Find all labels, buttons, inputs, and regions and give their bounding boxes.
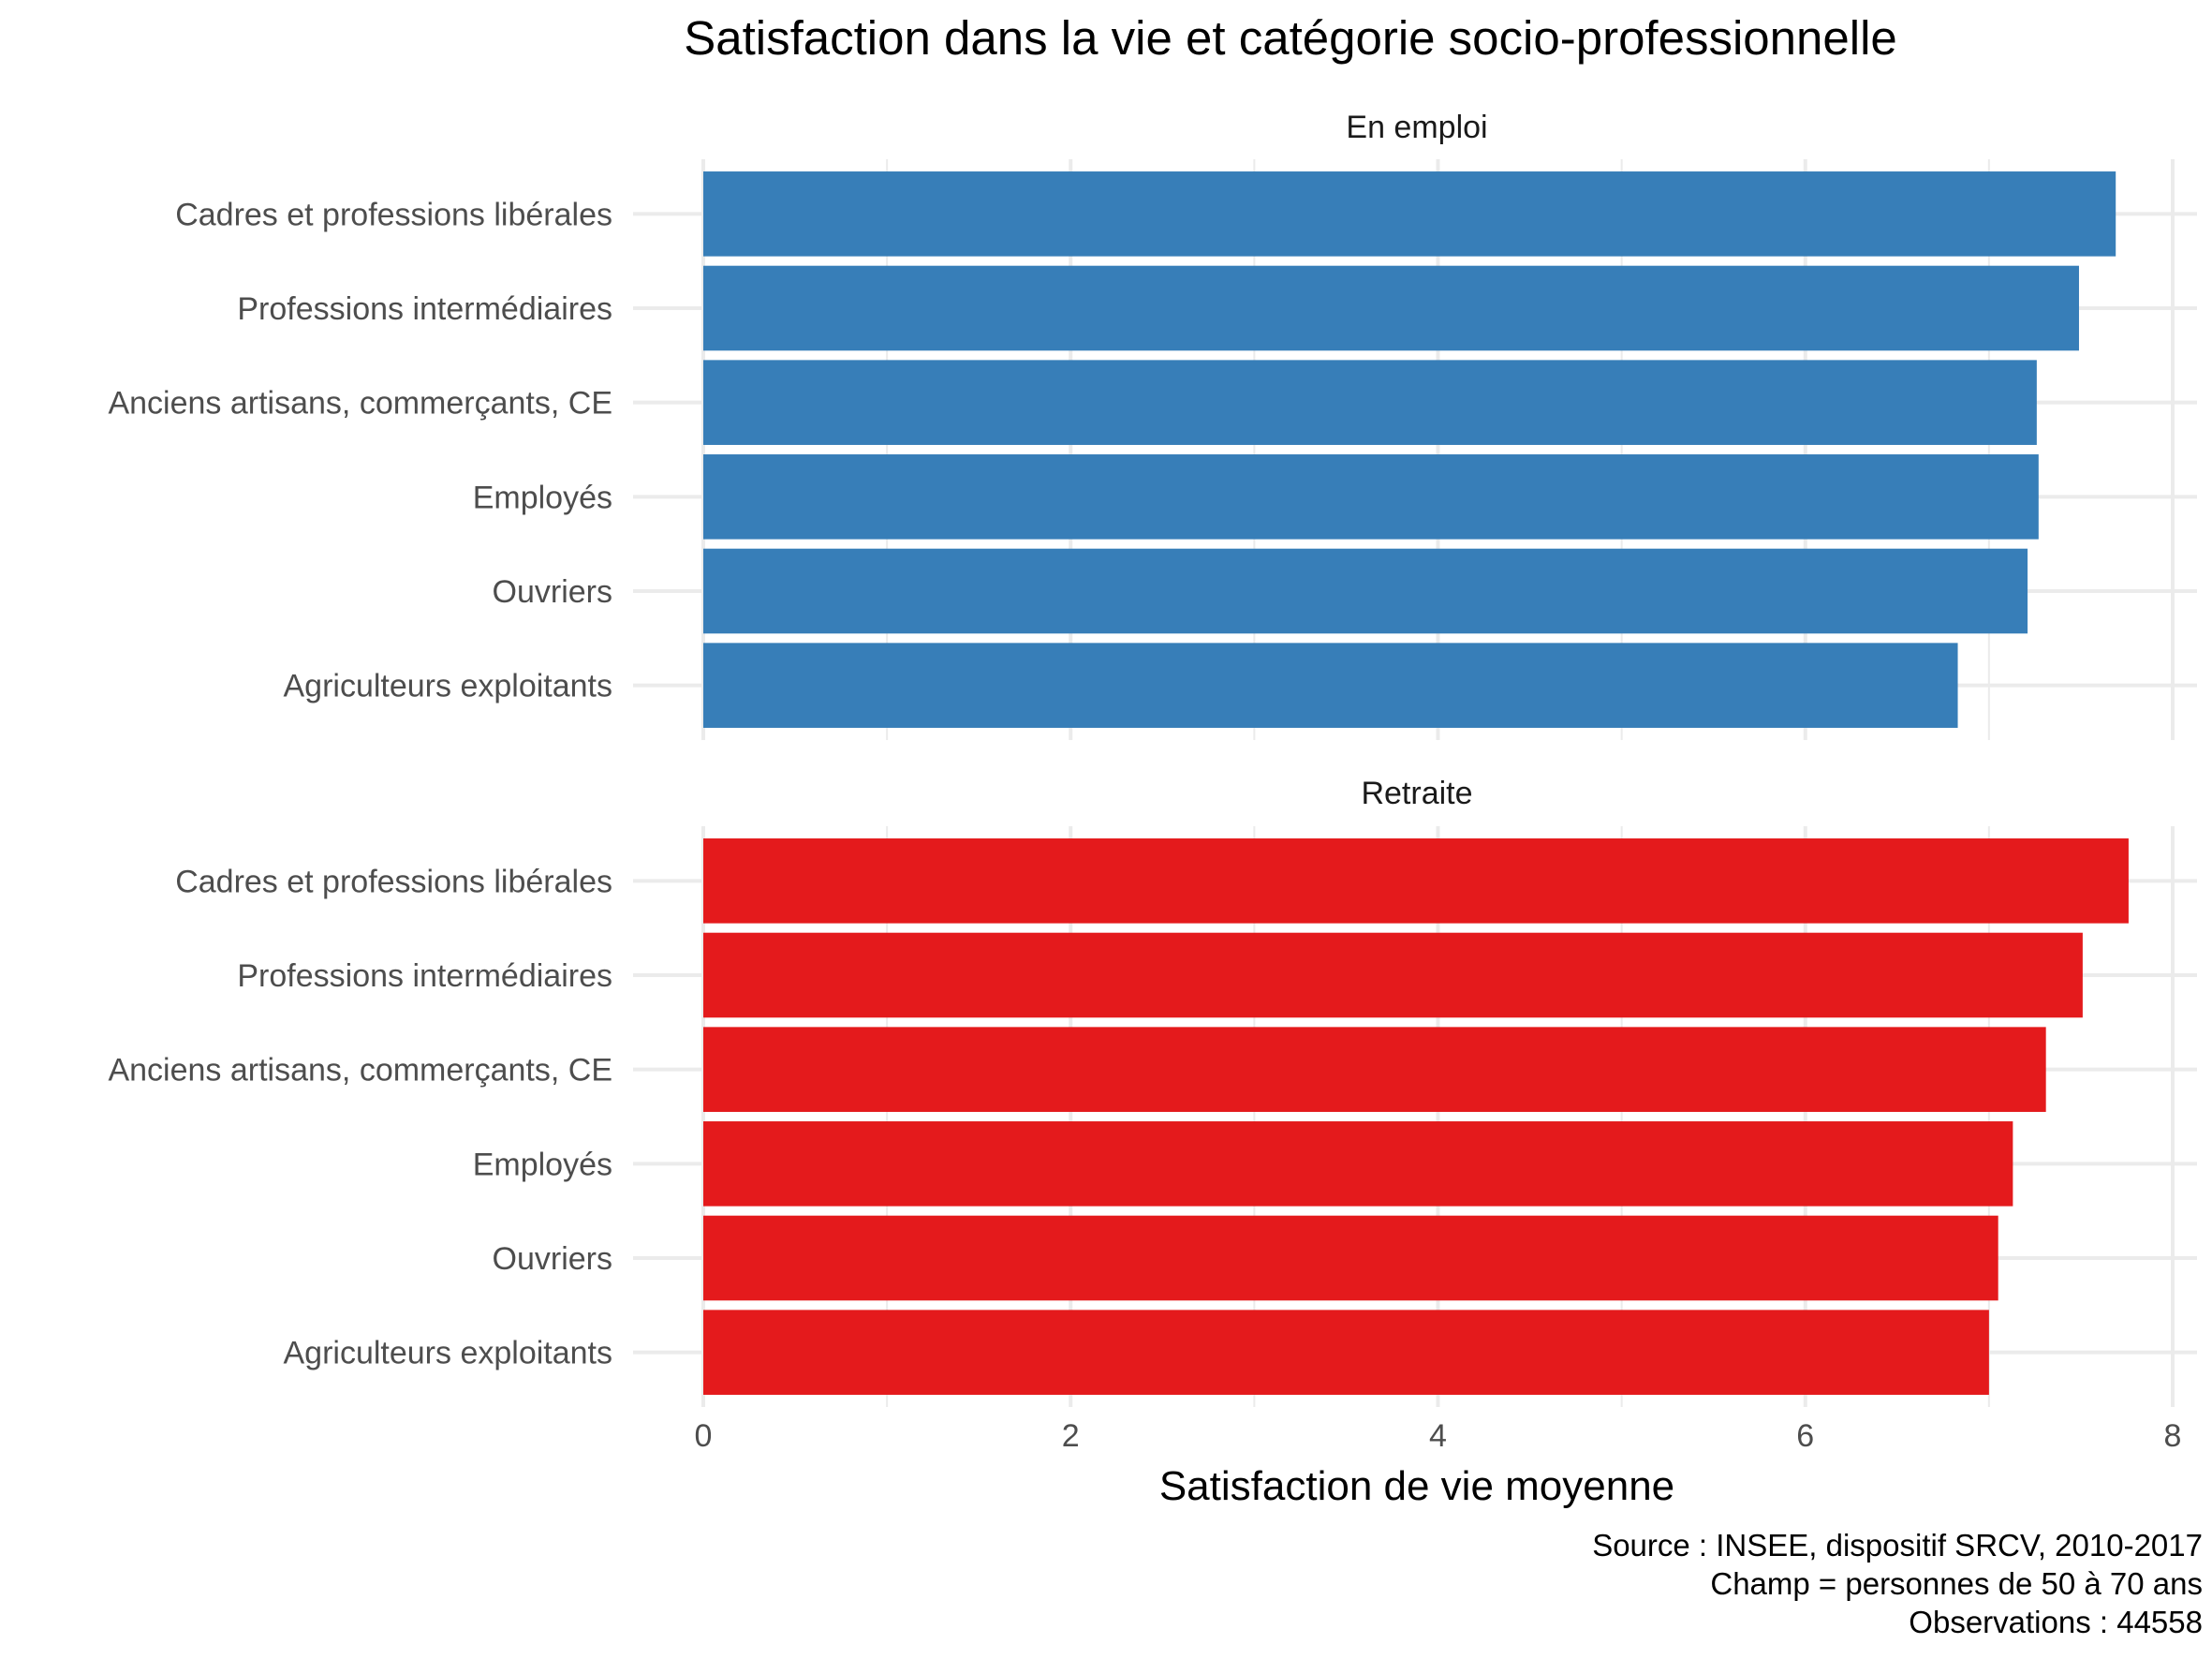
y-tick-label: Professions intermédiaires	[237, 958, 612, 994]
y-tick-label: Anciens artisans, commerçants, CE	[108, 386, 612, 422]
y-tick-label: Cadres et professions libérales	[175, 197, 612, 232]
y-tick-label: Anciens artisans, commerçants, CE	[108, 1053, 612, 1089]
bar-retraite-professions-intermediaires	[703, 932, 2083, 1018]
y-tick-label: Agriculteurs exploitants	[283, 1336, 612, 1371]
caption-line-champ: Champ = personnes de 50 à 70 ans	[1710, 1566, 2203, 1601]
x-tick-label: 4	[1429, 1418, 1447, 1454]
chart-title: Satisfaction dans la vie et catégorie so…	[684, 11, 1897, 65]
bar-en-emploi-anciens-artisans-commercants-ce	[703, 360, 2037, 445]
x-axis-label: Satisfaction de vie moyenne	[1159, 1463, 1674, 1509]
bar-en-emploi-ouvriers	[703, 548, 2028, 634]
panel-label-retraite: Retraite	[1361, 776, 1472, 811]
y-tick-label: Ouvriers	[493, 574, 612, 610]
x-tick-label: 2	[1062, 1418, 1080, 1454]
panel-en-emploi: En emploi Cadres et professions libérale…	[108, 110, 2197, 740]
y-tick-label: Cadres et professions libérales	[175, 864, 612, 899]
bar-en-emploi-cadres-et-professions-liberales	[703, 171, 2116, 257]
bar-en-emploi-employes	[703, 454, 2039, 540]
bar-en-emploi-professions-intermediaires	[703, 265, 2079, 351]
y-tick-label: Agriculteurs exploitants	[283, 669, 612, 704]
y-tick-label: Professions intermédiaires	[237, 291, 612, 327]
x-tick-label: 0	[695, 1418, 713, 1454]
caption-line-observations: Observations : 44558	[1909, 1605, 2203, 1639]
y-tick-label: Ouvriers	[493, 1241, 612, 1277]
x-axis: 0 2 4 6 8	[695, 1418, 2182, 1454]
bar-retraite-employes	[703, 1121, 2013, 1207]
x-tick-label: 8	[2164, 1418, 2182, 1454]
bar-retraite-cadres-et-professions-liberales	[703, 838, 2129, 924]
panel-retraite: Retraite Cadres et professions libérales…	[108, 776, 2197, 1407]
y-tick-label: Employés	[473, 1147, 612, 1182]
y-tick-label: Employés	[473, 480, 612, 515]
caption-line-source: Source : INSEE, dispositif SRCV, 2010-20…	[1592, 1528, 2203, 1563]
bar-retraite-anciens-artisans-commercants-ce	[703, 1027, 2046, 1112]
panel-label-en-emploi: En emploi	[1346, 110, 1487, 145]
bar-retraite-ouvriers	[703, 1215, 1998, 1301]
caption: Source : INSEE, dispositif SRCV, 2010-20…	[1592, 1528, 2203, 1639]
x-tick-label: 6	[1796, 1418, 1814, 1454]
bar-en-emploi-agriculteurs-exploitants	[703, 643, 1958, 728]
bar-retraite-agriculteurs-exploitants	[703, 1310, 1989, 1395]
